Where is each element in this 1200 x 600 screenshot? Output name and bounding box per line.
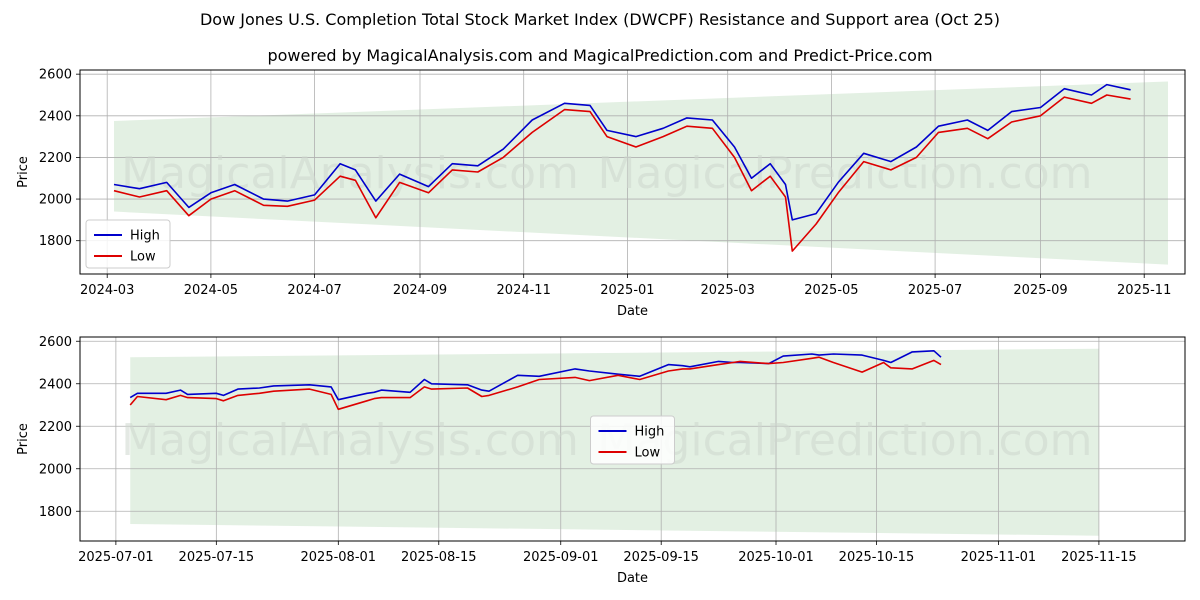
x-tick-label: 2025-07-15 xyxy=(179,550,255,565)
x-axis-label: Date xyxy=(617,304,648,319)
x-tick-label: 2024-05 xyxy=(184,283,238,298)
y-tick-label: 2000 xyxy=(39,462,72,477)
x-tick-label: 2025-11-15 xyxy=(1061,550,1137,565)
x-tick-label: 2025-08-01 xyxy=(301,550,377,565)
x-tick-label: 2025-03 xyxy=(701,283,755,298)
chart-subtitle: powered by MagicalAnalysis.com and Magic… xyxy=(267,46,933,65)
x-axis-label: Date xyxy=(617,571,648,586)
y-tick-label: 2400 xyxy=(39,377,72,392)
legend-label-low: Low xyxy=(130,250,156,265)
watermark: MagicalAnalysis.com xyxy=(121,148,579,199)
legend-box xyxy=(590,415,675,465)
x-tick-label: 2025-10-15 xyxy=(839,550,915,565)
x-tick-label: 2025-09-01 xyxy=(523,550,599,565)
series-line-high xyxy=(113,83,1131,221)
x-tick-label: 2025-05 xyxy=(804,283,858,298)
legend-box xyxy=(85,219,171,269)
y-tick-label: 2600 xyxy=(39,335,72,350)
y-tick-label: 1800 xyxy=(39,234,72,249)
support-resistance-band xyxy=(114,81,1168,265)
x-tick-label: 2025-07 xyxy=(908,283,962,298)
series-line-high xyxy=(129,349,942,401)
x-tick-label: 2025-08-15 xyxy=(401,550,477,565)
y-tick-label: 1800 xyxy=(39,505,72,520)
chart-panel-1: 2024-03 2024-05 2024-07 2024-09 2024-11 2025-… xyxy=(16,68,1186,319)
x-tick-label: 2024-11 xyxy=(497,283,551,298)
x-tick-label: 2025-09-15 xyxy=(623,550,699,565)
y-tick-label: 2600 xyxy=(39,68,72,83)
series-line-low xyxy=(113,94,1131,252)
x-tick-label: 2024-07 xyxy=(287,283,341,298)
legend: High Low xyxy=(85,219,171,269)
plot-frame xyxy=(79,69,1186,275)
x-tick-label: 2025-11-01 xyxy=(961,550,1037,565)
x-tick-label: 2024-09 xyxy=(393,283,447,298)
watermark: MagicalAnalysis.com xyxy=(121,415,579,466)
x-tick-label: 2025-10-01 xyxy=(738,550,814,565)
series-line-low xyxy=(129,356,942,411)
legend-label-high: High xyxy=(635,425,665,440)
legend-label-high: High xyxy=(130,229,160,244)
chart-panel-2: 2025-07-01 2025-07-15 2025-08-01 2025-08-15… xyxy=(16,335,1186,586)
y-axis-label: Price xyxy=(16,423,31,455)
y-axis-label: Price xyxy=(16,156,31,188)
y-tick-label: 2000 xyxy=(39,193,72,208)
watermark: MagicalPrediction.com xyxy=(598,415,1093,466)
x-tick-label: 2025-01 xyxy=(600,283,654,298)
x-tick-label: 2025-11 xyxy=(1117,283,1171,298)
y-tick-label: 2200 xyxy=(39,151,72,166)
plot-frame xyxy=(79,336,1186,542)
x-tick-label: 2025-09 xyxy=(1013,283,1067,298)
x-tick-label: 2024-03 xyxy=(80,283,134,298)
legend: High Low xyxy=(590,415,675,465)
y-tick-label: 2400 xyxy=(39,109,72,124)
x-tick-label: 2025-07-01 xyxy=(78,550,154,565)
chart-title: Dow Jones U.S. Completion Total Stock Ma… xyxy=(199,10,1000,29)
legend-label-low: Low xyxy=(635,446,661,461)
y-tick-label: 2200 xyxy=(39,420,72,435)
